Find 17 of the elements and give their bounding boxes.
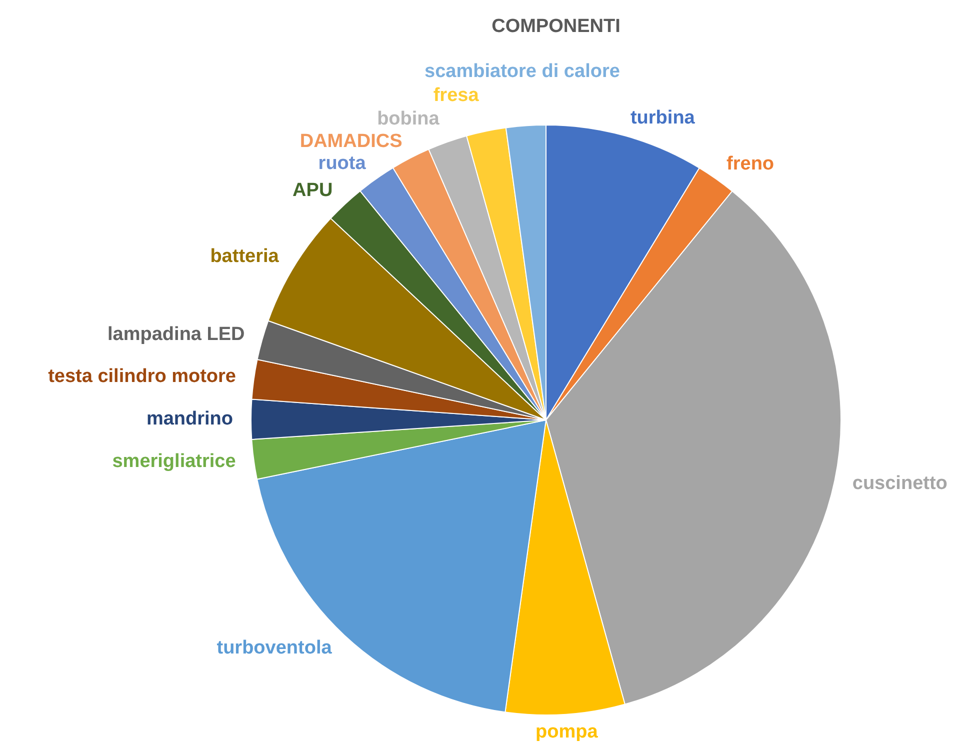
- slice-label: fresa: [433, 84, 480, 106]
- slice-label: APU: [292, 180, 333, 201]
- slice-label: turboventola: [216, 637, 332, 658]
- slice-label: mandrino: [146, 408, 233, 430]
- slice-label: smerigliatrice: [112, 450, 236, 472]
- slice-label: testa cilindro motore: [48, 366, 236, 387]
- slice-label: lampadina LED: [108, 324, 245, 346]
- chart-title: COMPONENTI: [492, 16, 620, 37]
- slice-label: DAMADICS: [300, 130, 402, 152]
- slice-label: freno: [726, 153, 774, 174]
- slice-label: scambiatore di calore: [424, 60, 620, 82]
- slice-label: cuscinetto: [852, 473, 948, 494]
- slice-label: turbina: [630, 108, 696, 129]
- slice-label: pompa: [535, 721, 598, 742]
- slice-label: batteria: [210, 246, 280, 267]
- slice-label: ruota: [318, 153, 366, 174]
- slice-label: bobina: [377, 108, 440, 130]
